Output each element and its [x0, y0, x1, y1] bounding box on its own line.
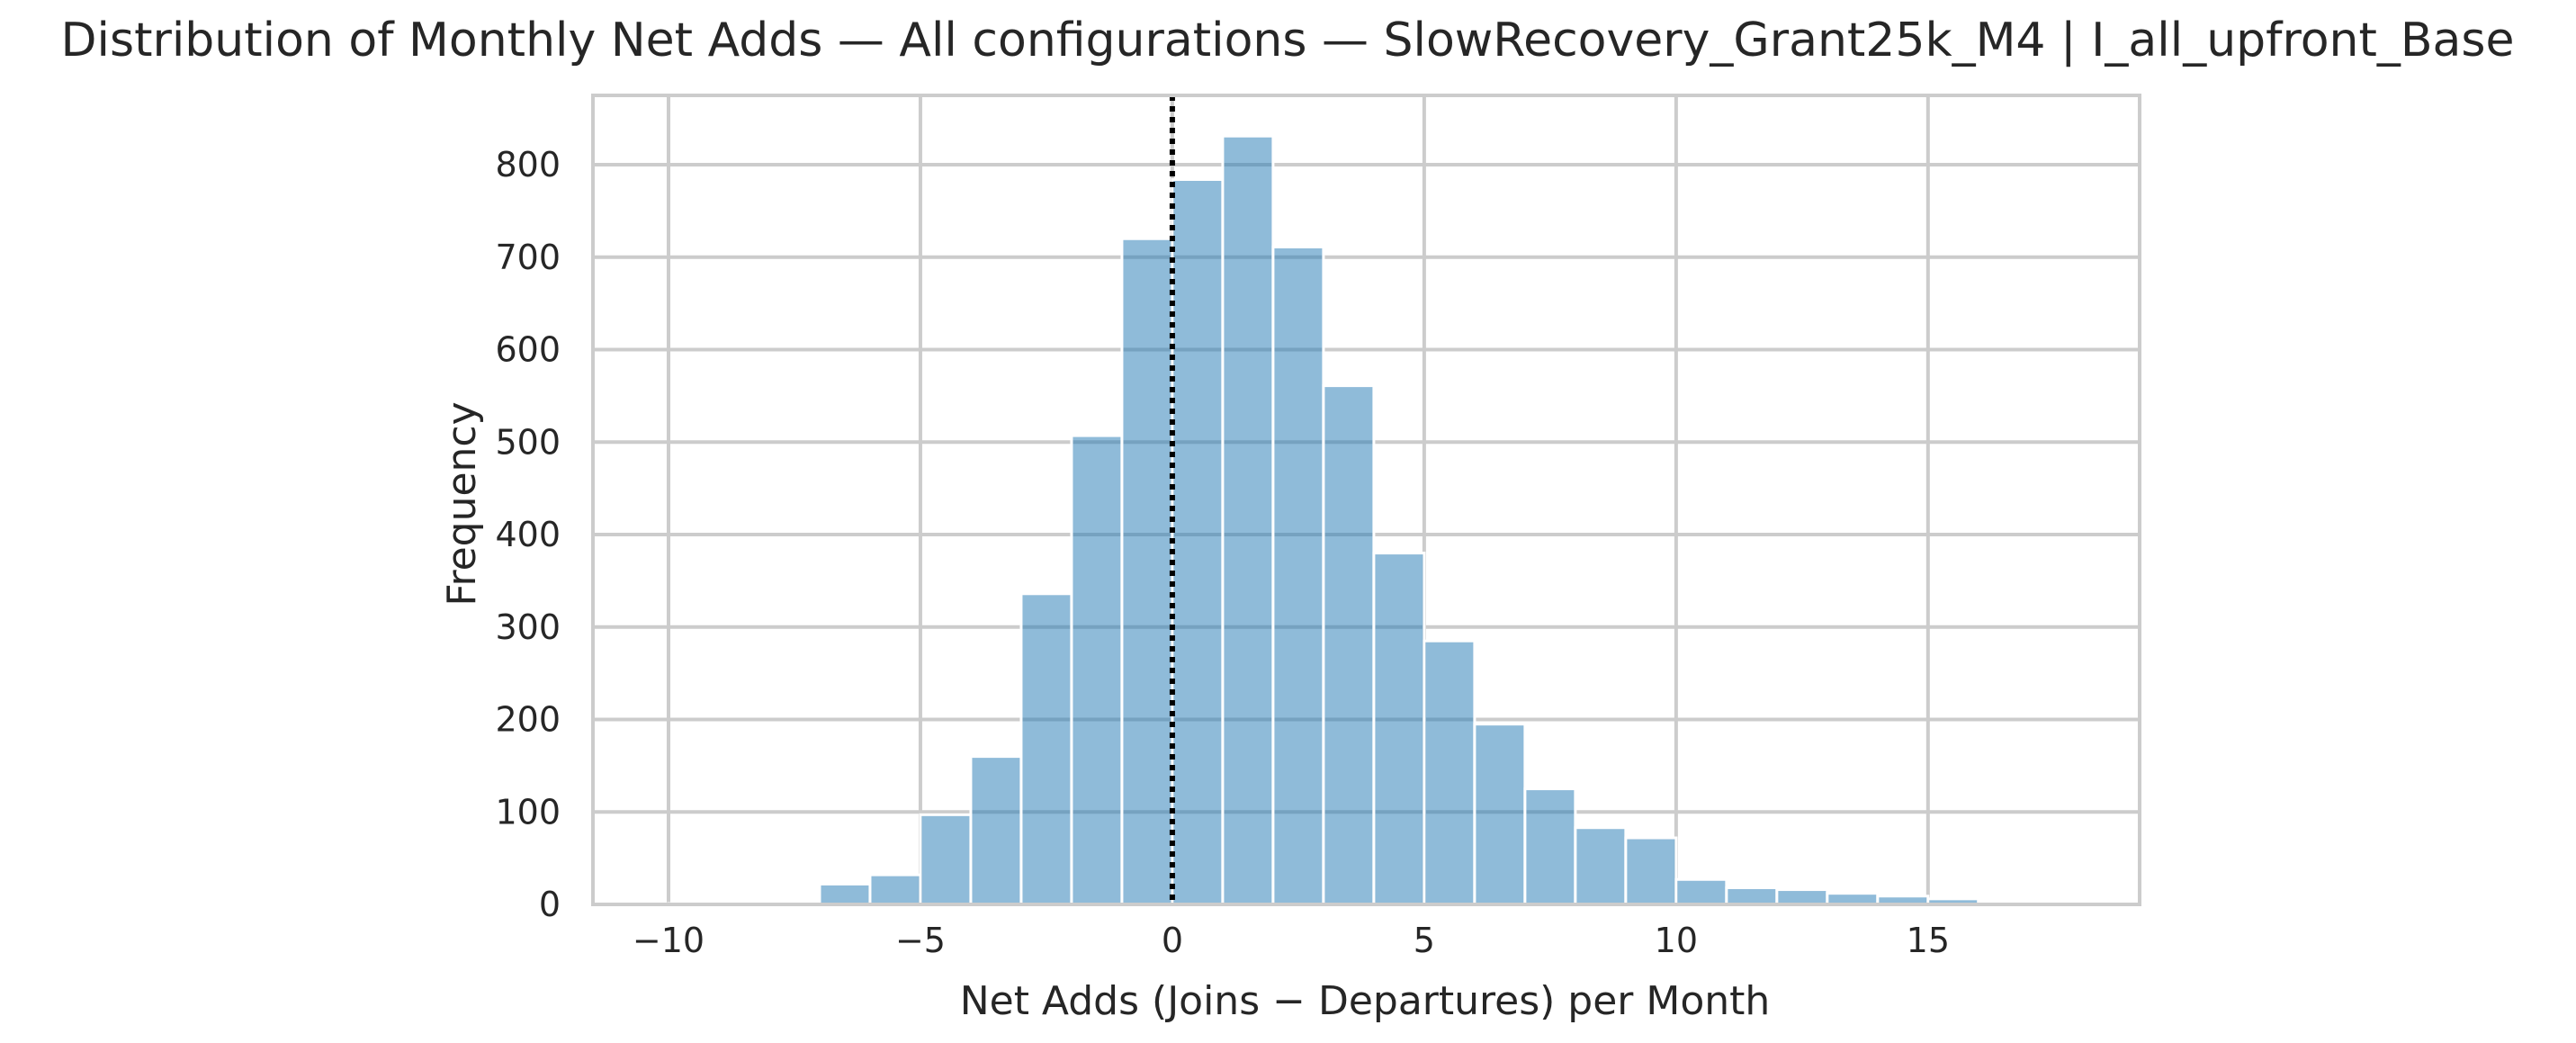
y-tick-label: 100 [495, 792, 561, 832]
histogram-bar [1523, 787, 1577, 906]
histogram-bar [1624, 836, 1678, 906]
x-tick-label: 15 [1907, 921, 1950, 960]
histogram-bar [1120, 237, 1174, 906]
histogram-bar [919, 813, 973, 906]
histogram-bar [1423, 639, 1476, 906]
histogram-bar [818, 882, 872, 906]
histogram-bar [1271, 245, 1325, 906]
histogram-bar [868, 873, 922, 906]
x-axis-ticks: −10 −5 0 5 10 15 [633, 921, 1950, 960]
histogram-bar [1322, 384, 1376, 906]
plot-frame [591, 94, 2141, 906]
histogram-bar [1775, 888, 1829, 906]
histogram-bar [1674, 877, 1728, 906]
x-tick-label: −5 [895, 921, 946, 960]
chart-title: Distribution of Monthly Net Adds — All c… [61, 13, 2515, 67]
x-axis-label: Net Adds (Joins − Departures) per Month [960, 978, 1771, 1024]
histogram-bar [1070, 434, 1124, 906]
histogram-bar [1221, 134, 1275, 906]
y-tick-label: 500 [495, 422, 561, 462]
y-axis-label: Frequency [439, 401, 485, 606]
x-tick-label: −10 [633, 921, 705, 960]
x-tick-label: 0 [1162, 921, 1183, 960]
y-tick-label: 400 [495, 515, 561, 554]
y-tick-label: 700 [495, 238, 561, 277]
histogram-bar [1372, 552, 1426, 906]
histogram-bar [1171, 177, 1225, 906]
y-tick-label: 300 [495, 607, 561, 647]
y-tick-label: 0 [539, 885, 561, 924]
histogram-bar [969, 755, 1023, 906]
grid-lines [593, 95, 2140, 906]
y-tick-label: 600 [495, 330, 561, 370]
histogram-bar [1019, 592, 1073, 906]
histogram-bar [1473, 723, 1527, 906]
histogram-bars [667, 134, 2081, 906]
histogram-bar [1574, 826, 1628, 906]
y-tick-label: 800 [495, 145, 561, 184]
histogram-bar [1725, 886, 1779, 906]
y-axis-ticks: 0 100 200 300 400 500 600 700 800 [495, 145, 561, 924]
x-tick-label: 5 [1414, 921, 1435, 960]
y-tick-label: 200 [495, 700, 561, 740]
x-tick-label: 10 [1655, 921, 1698, 960]
